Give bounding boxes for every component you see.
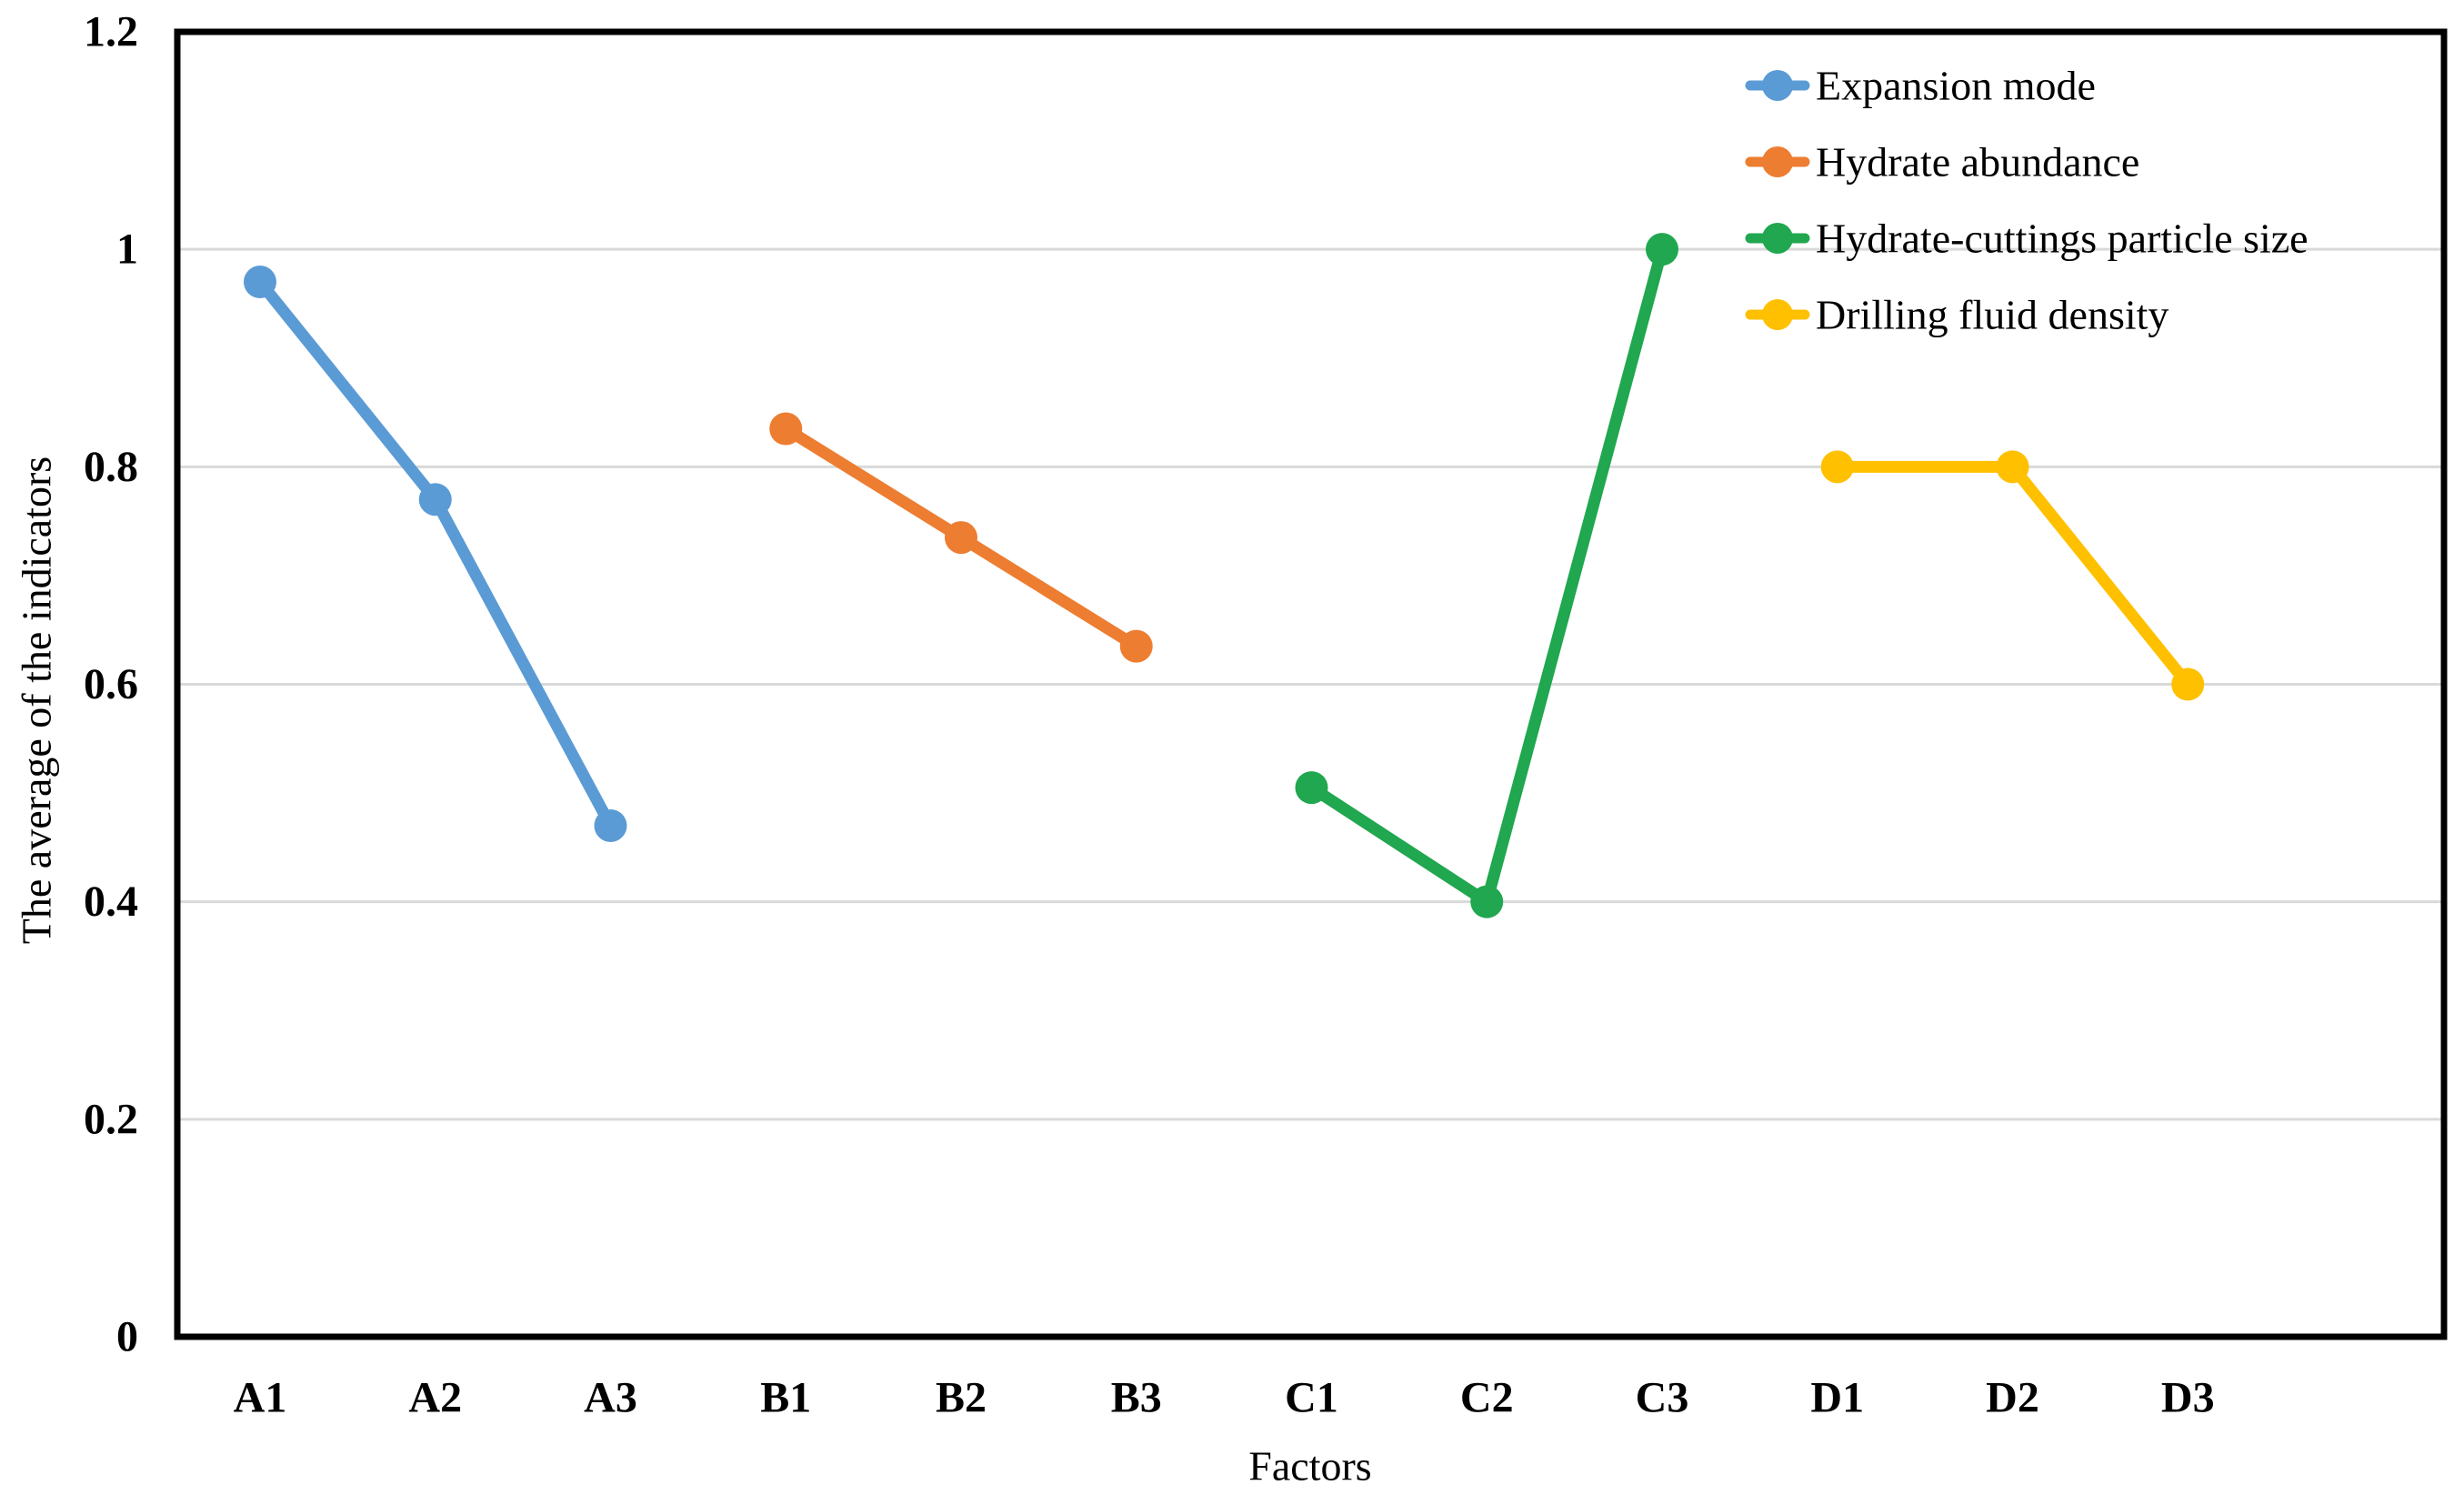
y-axis-tick-label: 0.6 [84, 660, 138, 708]
x-axis-category-label-b2: B2 [936, 1374, 987, 1422]
legend-item-hydrate-abundance: Hydrate abundance [1745, 139, 2139, 186]
y-axis-tick-label: 0.4 [84, 878, 138, 926]
data-point-marker-hydrate-cuttings-particle-size [1470, 885, 1504, 918]
x-axis-category-label-c1: C1 [1285, 1374, 1338, 1422]
y-axis-tick-label: 1.2 [84, 8, 138, 56]
y-axis-tick-label: 0.8 [84, 443, 138, 491]
x-axis-category-label-a1: A1 [234, 1374, 287, 1422]
series-layer [244, 233, 2205, 918]
legend: Expansion mode Hydrate abundance Hydrate-c… [1745, 63, 2309, 338]
x-axis-category-label-c3: C3 [1636, 1374, 1689, 1422]
series-line-hydrate-cuttings-particle-size [1306, 243, 1668, 908]
x-axis-title: Factors [1248, 1443, 1371, 1490]
legend-circle-marker-icon [1762, 146, 1793, 177]
legend-label: Expansion mode [1816, 63, 2096, 109]
legend-circle-marker-icon [1762, 223, 1793, 254]
legend-label: Hydrate-cuttings particle size [1816, 216, 2309, 262]
data-point-marker-drilling-fluid-density [1996, 450, 2029, 484]
data-point-marker-drilling-fluid-density [1820, 450, 1854, 484]
x-axis-category-label-c2: C2 [1460, 1374, 1514, 1422]
plot-border-layer [174, 28, 2448, 1340]
data-point-marker-hydrate-abundance [769, 412, 803, 446]
legend-item-expansion-mode: Expansion mode [1745, 63, 2096, 109]
plot-border [174, 28, 2448, 1340]
series-line-drilling-fluid-density [1831, 460, 2194, 690]
y-axis-title: The average of the indicators [14, 457, 60, 944]
x-axis-category-label-a3: A3 [584, 1374, 637, 1422]
legend-item-hydrate-cuttings-particle-size: Hydrate-cuttings particle size [1745, 216, 2309, 262]
y-axis-tick-label: 1 [116, 226, 138, 274]
data-point-marker-expansion-mode [418, 483, 452, 517]
data-point-marker-expansion-mode [594, 808, 627, 842]
x-axis-category-label-d2: D2 [1986, 1374, 2039, 1422]
x-axis-category-label-b3: B3 [1111, 1374, 1162, 1422]
legend-circle-marker-icon [1762, 70, 1793, 101]
data-point-marker-hydrate-cuttings-particle-size [1295, 771, 1328, 805]
x-axis-category-label-b1: B1 [760, 1374, 811, 1422]
legend-label: Drilling fluid density [1816, 292, 2169, 338]
data-point-marker-expansion-mode [244, 266, 276, 299]
x-axis-category-label-d3: D3 [2161, 1374, 2215, 1422]
x-axis-category-label-d1: D1 [1810, 1374, 1864, 1422]
legend-circle-marker-icon [1762, 299, 1793, 330]
series-line-expansion-mode [254, 276, 616, 832]
data-point-marker-drilling-fluid-density [2171, 667, 2205, 701]
x-axis-category-label-a2: A2 [408, 1374, 462, 1422]
axis-labels-layer: 0 0.2 0.4 0.6 0.8 1 1.2 A1 A2 A3 B1 B2 B3 C1 C2 C3 D1 D2 D… [84, 8, 2215, 1422]
legend-label: Hydrate abundance [1816, 139, 2139, 186]
y-axis-tick-label: 0 [116, 1313, 138, 1361]
data-point-marker-hydrate-abundance [1119, 629, 1153, 663]
legend-item-drilling-fluid-density: Drilling fluid density [1745, 292, 2169, 338]
data-point-marker-hydrate-cuttings-particle-size [1646, 233, 1678, 266]
y-axis-tick-label: 0.2 [84, 1095, 138, 1143]
gridlines-layer [177, 247, 2444, 1121]
data-point-marker-hydrate-abundance [945, 521, 977, 555]
